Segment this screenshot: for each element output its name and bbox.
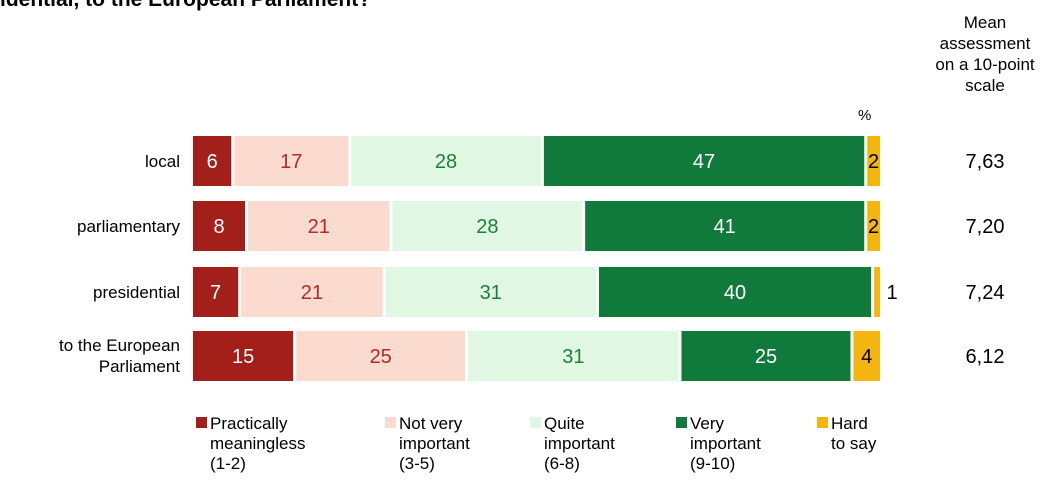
legend-swatch (385, 417, 396, 428)
legend-item: Very important (9-10) (676, 414, 761, 474)
chart-title: idential, to the European Parliament? (0, 0, 371, 12)
bar-segment (385, 267, 596, 317)
bar-segment (468, 331, 679, 381)
legend-label-line: important (399, 434, 470, 453)
legend-item: Quite important (6-8) (530, 414, 615, 474)
bar-segment (193, 201, 246, 251)
bar-segment (248, 201, 390, 251)
data-label: 21 (301, 282, 323, 304)
legend-label-line: Practically (210, 414, 288, 433)
legend-label-line: Very (690, 414, 725, 433)
legend-swatch (196, 417, 207, 428)
legend-swatch (530, 417, 541, 428)
bar-segment (193, 267, 239, 317)
bar-segment (585, 201, 865, 251)
mean-value: 7,24 (966, 282, 1005, 304)
mean-column-header: Mean assessment on a 10-point scale (935, 13, 1035, 95)
legend-label-line: meaningless (210, 434, 306, 453)
legend-label-line: (9-10) (690, 454, 736, 473)
data-label: 47 (693, 151, 715, 173)
mean-value: 7,63 (966, 151, 1005, 173)
bar-segment (874, 267, 880, 317)
legend-swatch (817, 417, 828, 428)
bar-segment (598, 267, 872, 317)
category-label: parliamentary (77, 217, 180, 236)
bar-segment (681, 331, 851, 381)
bar-segment (867, 136, 880, 186)
legend-label-line: Hard (831, 414, 868, 433)
category-label: presidential (93, 283, 180, 302)
data-label: 28 (435, 151, 457, 173)
legend-label: Very important (9-10) (690, 414, 761, 474)
legend-swatch (676, 417, 687, 428)
legend-label-line: (6-8) (544, 454, 580, 473)
data-label: 25 (370, 346, 392, 368)
data-label: 15 (232, 346, 254, 368)
legend-label-line: (3-5) (399, 454, 435, 473)
mean-value: 6,12 (966, 346, 1005, 368)
data-label: 25 (755, 346, 777, 368)
legend-item: Practically meaningless (1-2) (196, 414, 305, 474)
data-label: 6 (207, 151, 218, 173)
data-label: 7 (210, 282, 221, 304)
legend-item: Not very important (3-5) (385, 414, 470, 474)
bar-segment (351, 136, 541, 186)
legend-label: Not very important (3-5) (399, 414, 470, 474)
data-label: 4 (861, 346, 872, 368)
data-label: 1 (886, 282, 897, 304)
bar-segment (241, 267, 383, 317)
data-label: 28 (476, 216, 498, 238)
legend-label-line: Not very (399, 414, 463, 433)
category-label: local (145, 152, 180, 171)
legend-label-line: to say (831, 434, 877, 453)
data-label: 21 (308, 216, 330, 238)
data-label: 31 (562, 346, 584, 368)
percent-unit-label: % (858, 107, 872, 124)
data-label: 17 (280, 151, 302, 173)
bar-segment (867, 201, 880, 251)
bar-segment (392, 201, 583, 251)
category-label: to the European Parliament (59, 336, 180, 376)
legend-label: Quite important (6-8) (544, 414, 615, 474)
data-label: 40 (724, 282, 746, 304)
bar-segment (296, 331, 466, 381)
legend-label: Practically meaningless (1-2) (210, 414, 305, 474)
legend-label-line: (1-2) (210, 454, 246, 473)
data-label: 2 (868, 151, 879, 173)
legend-item: Hard to say (817, 414, 876, 454)
chart-legend: Practically meaningless (1-2) Not very impor… (0, 414, 1046, 491)
data-label: 41 (714, 216, 736, 238)
legend-label-line: important (690, 434, 761, 453)
bar-segment (193, 331, 294, 381)
legend-label-line: important (544, 434, 615, 453)
bar-segment (543, 136, 865, 186)
data-label: 31 (480, 282, 502, 304)
bar-segment (193, 136, 232, 186)
mean-value: 7,20 (966, 216, 1005, 238)
data-label: 8 (213, 216, 224, 238)
legend-label-line: Quite (544, 414, 585, 433)
data-label: 2 (868, 216, 879, 238)
bar-segment (853, 331, 880, 381)
legend-label: Hard to say (831, 414, 876, 454)
bar-segment (234, 136, 349, 186)
